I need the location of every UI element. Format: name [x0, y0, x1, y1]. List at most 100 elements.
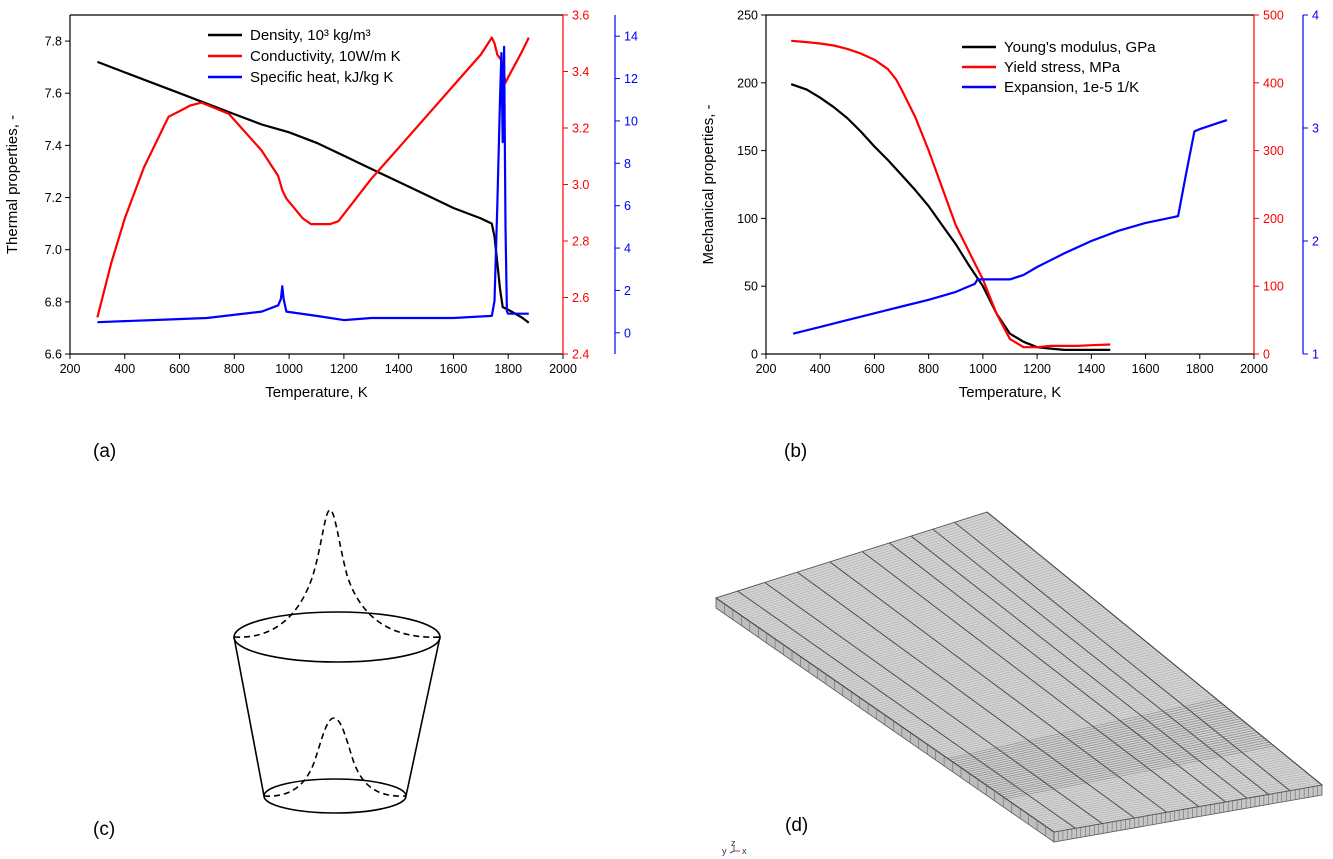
mesh-line	[855, 624, 1126, 696]
mesh-line	[887, 650, 1157, 717]
y-tick-label: 7.0	[45, 243, 62, 257]
triad-x-label: x	[742, 846, 747, 856]
mesh-line	[976, 722, 1246, 779]
y3-tick-label: 6	[624, 199, 631, 213]
y-tick-label: 200	[737, 76, 758, 90]
legend-entry-1: Young's modulus, GPa	[1004, 39, 1156, 56]
mesh-line	[1010, 749, 1279, 803]
mesh-line	[860, 628, 1131, 699]
x-tick-label: 600	[169, 362, 190, 376]
mesh-line	[986, 729, 1256, 786]
mesh-line	[740, 531, 1011, 615]
mesh-line	[778, 562, 1050, 642]
mesh-line	[819, 595, 1090, 671]
mesh-line	[858, 626, 1129, 697]
mesh-line	[947, 698, 1217, 759]
mesh-line	[718, 513, 990, 600]
x-tick-label: 1600	[440, 362, 468, 376]
y-tick-label: 7.2	[45, 191, 62, 205]
mesh-line	[851, 621, 1122, 692]
x-axis-label: Temperature, K	[959, 384, 1062, 401]
coordinate-triad: y z x	[722, 838, 747, 856]
mesh-line	[921, 677, 1191, 741]
mesh-line	[776, 560, 1047, 640]
y2-tick-label: 100	[1263, 280, 1284, 294]
mesh-line	[824, 599, 1095, 674]
mesh-block-line	[737, 590, 1076, 829]
mesh-line	[752, 541, 1023, 624]
mesh-line	[798, 578, 1069, 655]
mesh-line	[889, 652, 1160, 719]
mesh-line	[742, 533, 1014, 617]
mesh-line	[807, 585, 1078, 662]
series-line-3	[792, 119, 1228, 335]
x-tick-label: 1400	[385, 362, 413, 376]
x-tick-label: 1800	[1186, 362, 1214, 376]
mesh-line	[759, 546, 1031, 629]
y3-tick-label: 2	[1312, 235, 1319, 249]
mesh-line	[983, 728, 1253, 784]
triad-y-axis	[729, 850, 735, 854]
mesh-line	[829, 603, 1100, 677]
mesh-line	[1017, 755, 1287, 808]
mesh-line	[996, 737, 1265, 793]
x-tick-label: 400	[810, 362, 831, 376]
mesh-block-line	[986, 511, 1323, 786]
mesh-line	[882, 646, 1153, 714]
mesh-line	[918, 675, 1189, 739]
x-tick-label: 200	[756, 362, 777, 376]
chart-a: 200 400 600 800 1000 1200 1400 1600 1800 2000 Temp…	[4, 9, 638, 402]
legend-entry-1: Density, 10³ kg/m³	[250, 27, 371, 44]
mesh-line	[993, 735, 1263, 791]
mesh-line	[725, 519, 997, 605]
y3-tick-label: 0	[624, 326, 631, 340]
mesh-line	[790, 572, 1062, 650]
mesh-line	[754, 543, 1026, 625]
mesh-line	[793, 574, 1064, 652]
mesh-line	[827, 601, 1098, 676]
mesh-line	[747, 537, 1019, 620]
y2-tick-label: 2.8	[572, 235, 589, 249]
mesh-line	[945, 697, 1215, 757]
x-tick-label: 2000	[549, 362, 577, 376]
mesh-block-line	[889, 542, 1226, 803]
x-tick-label: 400	[114, 362, 135, 376]
mesh-line	[817, 593, 1088, 669]
panel-label-a: (a)	[93, 441, 116, 462]
y2-tick-label: 3.2	[572, 122, 589, 136]
y3-tick-label: 4	[1312, 9, 1319, 23]
mesh-line	[1015, 753, 1284, 806]
mesh-line	[877, 642, 1148, 711]
mesh-line	[848, 619, 1119, 691]
mesh-line	[766, 552, 1038, 634]
y-tick-label: 250	[737, 9, 758, 23]
mesh-line	[839, 611, 1110, 684]
mesh-line	[933, 687, 1203, 749]
mesh-line	[814, 591, 1086, 667]
legend-entry-3: Specific heat, kJ/kg K	[250, 69, 393, 86]
x-tick-label: 200	[60, 362, 81, 376]
cone-left-edge	[233, 636, 265, 797]
mesh-line	[735, 527, 1007, 612]
mesh-line	[930, 685, 1201, 747]
mesh-line	[846, 617, 1117, 689]
cone-bottom-ellipse	[263, 778, 407, 814]
mesh-line	[761, 548, 1033, 630]
mesh-line	[756, 544, 1028, 627]
mesh-line	[783, 566, 1055, 645]
mesh-line	[880, 644, 1150, 712]
mesh-line	[875, 640, 1145, 709]
y-tick-label: 7.4	[45, 139, 62, 153]
mesh-line	[911, 669, 1181, 734]
y3-tick-label: 1	[1312, 348, 1319, 362]
mesh-line	[1044, 777, 1313, 826]
mesh-line	[1046, 778, 1315, 828]
mesh-line	[781, 564, 1052, 644]
triad-y-label: y	[722, 846, 727, 856]
y2-tick-label: 2.6	[572, 291, 589, 305]
mesh-line	[969, 716, 1239, 774]
mesh-line	[899, 660, 1169, 726]
series-line-3	[97, 45, 529, 324]
mesh-line	[730, 523, 1002, 609]
